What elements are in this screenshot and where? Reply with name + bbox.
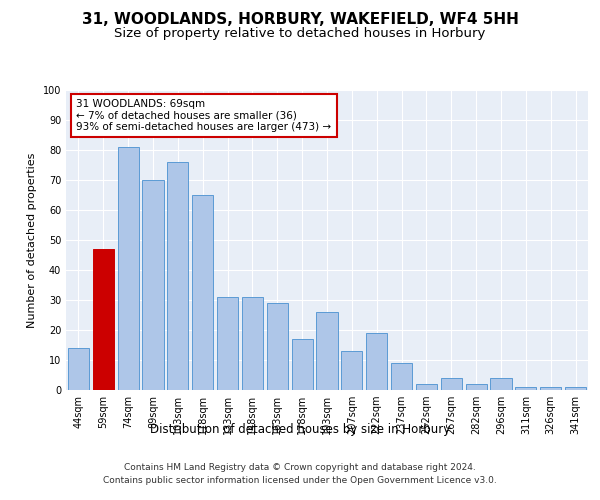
Bar — [68, 348, 89, 390]
Text: 31, WOODLANDS, HORBURY, WAKEFIELD, WF4 5HH: 31, WOODLANDS, HORBURY, WAKEFIELD, WF4 5… — [82, 12, 518, 28]
Text: Contains public sector information licensed under the Open Government Licence v3: Contains public sector information licen… — [103, 476, 497, 485]
Bar — [316, 312, 338, 390]
Bar — [341, 351, 362, 390]
Bar — [366, 333, 387, 390]
Bar — [466, 384, 487, 390]
Bar — [441, 378, 462, 390]
Text: Distribution of detached houses by size in Horbury: Distribution of detached houses by size … — [150, 422, 450, 436]
Bar — [391, 363, 412, 390]
Bar — [118, 147, 139, 390]
Bar — [515, 387, 536, 390]
Text: 31 WOODLANDS: 69sqm
← 7% of detached houses are smaller (36)
93% of semi-detache: 31 WOODLANDS: 69sqm ← 7% of detached hou… — [76, 99, 332, 132]
Bar — [292, 339, 313, 390]
Y-axis label: Number of detached properties: Number of detached properties — [27, 152, 37, 328]
Text: Contains HM Land Registry data © Crown copyright and database right 2024.: Contains HM Land Registry data © Crown c… — [124, 462, 476, 471]
Bar — [416, 384, 437, 390]
Bar — [217, 297, 238, 390]
Bar — [167, 162, 188, 390]
Bar — [490, 378, 512, 390]
Text: Size of property relative to detached houses in Horbury: Size of property relative to detached ho… — [115, 28, 485, 40]
Bar — [142, 180, 164, 390]
Bar — [93, 249, 114, 390]
Bar — [192, 195, 213, 390]
Bar — [565, 387, 586, 390]
Bar — [267, 303, 288, 390]
Bar — [242, 297, 263, 390]
Bar — [540, 387, 561, 390]
